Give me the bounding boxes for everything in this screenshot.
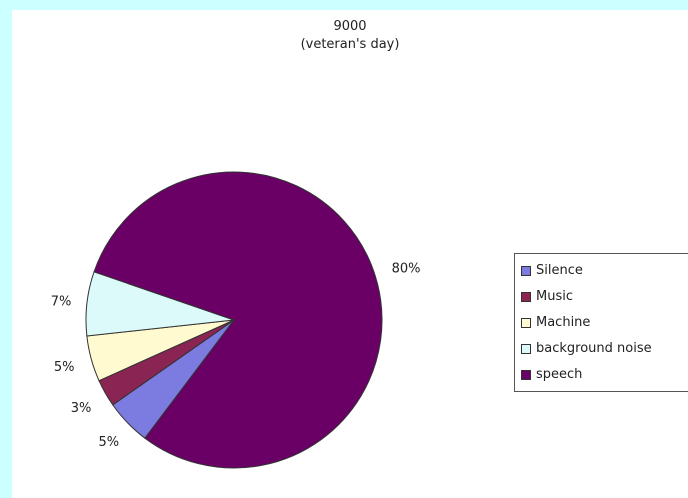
legend-item-machine: Machine xyxy=(521,310,688,336)
data-label-music: 3% xyxy=(71,401,92,416)
legend-label: speech xyxy=(536,367,583,382)
chart-title-block: 9000 (veteran's day) xyxy=(12,18,688,54)
legend-swatch xyxy=(521,318,531,328)
legend-item-background-noise: background noise xyxy=(521,336,688,362)
legend-swatch xyxy=(521,344,531,354)
legend-item-speech: speech xyxy=(521,362,688,388)
pie-slice-speech xyxy=(93,171,383,469)
data-label-background-noise: 7% xyxy=(51,295,72,310)
legend-swatch xyxy=(521,266,531,276)
legend-label: Silence xyxy=(536,263,583,278)
legend-swatch xyxy=(521,370,531,380)
chart-legend: Silence Music Machine background noise speec… xyxy=(514,253,688,392)
legend-label: background noise xyxy=(536,341,652,356)
legend-swatch xyxy=(521,292,531,302)
data-label-silence: 5% xyxy=(98,435,119,450)
chart-subtitle: (veteran's day) xyxy=(300,37,400,52)
pie-chart: 5% 3% 5% 7% 80% xyxy=(51,171,421,469)
legend-item-silence: Silence xyxy=(521,258,688,284)
legend-label: Machine xyxy=(536,315,591,330)
legend-label: Music xyxy=(536,289,573,304)
chart-title: 9000 xyxy=(333,19,367,34)
chart-panel: 9000 (veteran's day) 5% 3% 5% 7% 80% Silence… xyxy=(12,10,688,498)
data-label-machine: 5% xyxy=(54,360,75,375)
data-label-speech: 80% xyxy=(392,261,421,276)
legend-item-music: Music xyxy=(521,284,688,310)
